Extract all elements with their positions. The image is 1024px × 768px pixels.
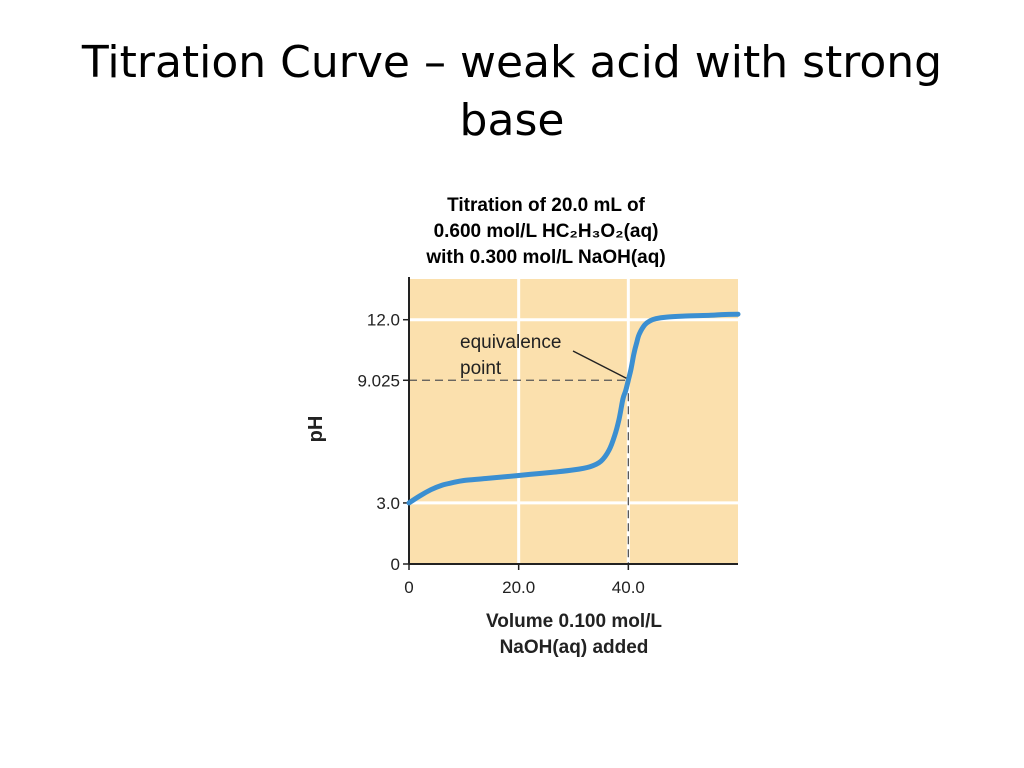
titration-curve-0: [406, 311, 741, 506]
chart-title-line-3: with 0.300 mol/L NaOH(aq): [426, 247, 666, 268]
slide-title: Titration Curve – weak acid with strong …: [81, 37, 943, 146]
chart-title-line-1: Titration of 20.0 mL of: [447, 195, 645, 216]
annotation-leader: [572, 350, 627, 379]
annotation-line-1: equivalence: [460, 332, 561, 353]
titration-chart: Titration of 20.0 mL of 0.600 mol/L HC₂H…: [280, 185, 760, 675]
x-axis-label-line-2: NaOH(aq) added: [500, 637, 649, 658]
y-tick-label-3: 12.0: [367, 311, 400, 330]
annotation-line-2: point: [460, 358, 502, 379]
y-tick-label-2: 9.025: [357, 371, 400, 390]
plot-background: [409, 279, 738, 564]
y-tick-label-0: 0: [391, 555, 400, 574]
x-tick-label-2: 40.0: [612, 578, 645, 597]
chart-title: Titration of 20.0 mL of 0.600 mol/L HC₂H…: [352, 193, 740, 271]
x-tick-label-0: 0: [404, 578, 413, 597]
x-tick-label-1: 20.0: [502, 578, 535, 597]
y-axis-label: pH: [305, 416, 327, 443]
x-axis-label-line-1: Volume 0.100 mol/L: [486, 611, 662, 632]
y-tick-label-1: 3.0: [376, 494, 400, 513]
chart-title-line-2: 0.600 mol/L HC₂H₃O₂(aq): [433, 221, 659, 242]
chart-svg: 0 3.0 9.025 12.0 0 20.0 40.0 equivalence point pH…: [305, 277, 741, 658]
